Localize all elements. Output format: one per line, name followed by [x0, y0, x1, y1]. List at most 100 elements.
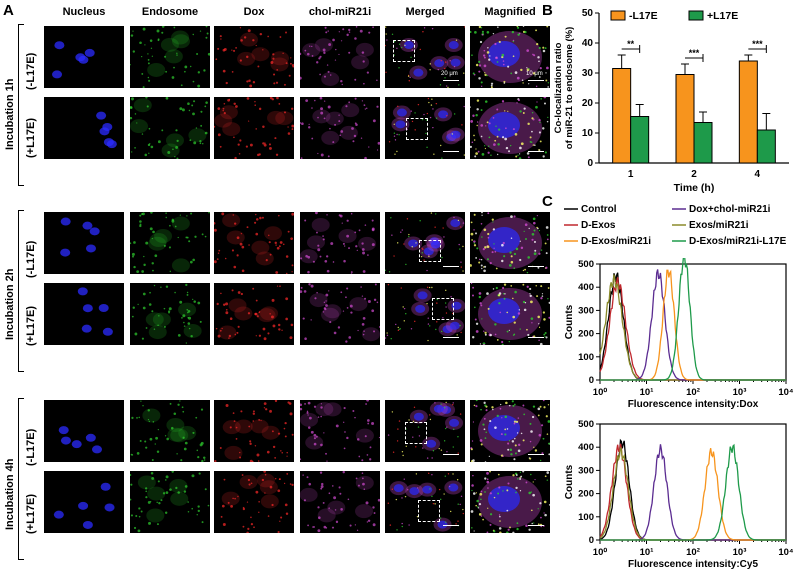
micrograph-endosome-3 — [130, 283, 210, 345]
column-header-nucleus: Nucleus — [62, 6, 106, 18]
scale-bar — [528, 266, 544, 267]
micrograph-nucleus-2 — [44, 212, 124, 274]
micrograph-endosome-4 — [130, 400, 210, 462]
c-ytick: 0 — [589, 375, 594, 386]
row-label-4h-plus: (+L17E) — [25, 493, 37, 534]
micrograph-mir-5 — [300, 471, 380, 533]
b-ytick: 40 — [582, 38, 594, 49]
micrograph-mag-4 — [470, 400, 550, 462]
c-ytick: 0 — [589, 535, 594, 546]
c-ytick: 500 — [578, 419, 594, 430]
c-legend-label: Dox+chol-miR21i — [689, 204, 771, 215]
micrograph-mir-4 — [300, 400, 380, 462]
b-ylabel: Co-localization ratioof miR-21 to endoso… — [553, 27, 575, 149]
c-ylabel: Counts — [564, 464, 575, 499]
b-xtick: 2 — [691, 169, 697, 180]
panel-letter-a: A — [3, 2, 14, 19]
legend-c: Control Dox+chol-miR21i D-Exos Exos/miR21i D… — [564, 204, 787, 247]
micrograph-endosome-2 — [130, 212, 210, 274]
b-legend-swatch — [688, 10, 704, 21]
c-xtick: 10⁰ — [593, 547, 608, 558]
b-ytick: 30 — [582, 68, 594, 79]
micrograph-mag-1 — [470, 97, 550, 159]
row-label-2h-plus: (+L17E) — [25, 305, 37, 346]
b-bar-minus — [675, 74, 695, 164]
micrograph-mag-2 — [470, 212, 550, 274]
c-ytick: 100 — [578, 352, 594, 363]
b-legend-label: +L17E — [707, 10, 738, 22]
c-xtick: 10⁴ — [778, 387, 794, 398]
micrograph-merged-3 — [385, 283, 465, 345]
c-ytick: 100 — [578, 512, 594, 523]
b-bar-minus — [738, 60, 758, 164]
b-xlabel: Time (h) — [674, 182, 715, 194]
b-sig-label: *** — [689, 48, 700, 58]
b-ytick: 20 — [582, 98, 594, 109]
scale-bar — [443, 80, 459, 81]
c-hist-line — [599, 277, 786, 381]
c-ytick: 300 — [578, 465, 594, 476]
micrograph-mir-2 — [300, 212, 380, 274]
scale-bar — [528, 337, 544, 338]
b-ytick: 0 — [587, 158, 593, 169]
b-legend-label: -L17E — [629, 10, 658, 22]
row-label-4h-minus: (-L17E) — [25, 428, 37, 466]
c-xtick: 10⁰ — [593, 387, 608, 398]
scale-bar-label: 10 μm — [526, 71, 543, 77]
b-xtick: 1 — [628, 169, 634, 180]
row-label-1h-plus: (+L17E) — [25, 117, 37, 158]
micrograph-dox-1 — [214, 97, 294, 159]
b-bar-plus — [630, 116, 650, 164]
column-header-endosome: Endosome — [141, 6, 199, 18]
micrograph-merged-0 — [385, 26, 465, 88]
c-xtick: 10³ — [733, 547, 747, 558]
roi-box — [406, 118, 428, 140]
column-header-magnified: Magnified — [484, 6, 536, 18]
micrograph-nucleus-4 — [44, 400, 124, 462]
scale-bar — [528, 80, 544, 81]
micrograph-mir-3 — [300, 283, 380, 345]
bar-chart-b: 0 10 20 30 40 50 Co-localization ratioof miR-2… — [553, 8, 789, 194]
column-header-merged: Merged — [405, 6, 445, 18]
c-xtick: 10¹ — [640, 547, 654, 558]
c-hist-line — [599, 443, 786, 541]
c-legend-label: Exos/miR21i — [689, 220, 749, 231]
histogram-cy5: 0 100 200 300 400 500 10⁰ 10¹ 10² 10³ 10⁴ Counts Flu… — [564, 419, 794, 570]
micrograph-merged-4 — [385, 400, 465, 462]
c-xtick: 10⁴ — [778, 547, 794, 558]
b-sig-label: *** — [752, 39, 763, 49]
micrograph-dox-0 — [214, 26, 294, 88]
micrograph-endosome-1 — [130, 97, 210, 159]
c-hist-line — [600, 269, 786, 381]
c-hist-line — [600, 258, 786, 381]
c-xtick: 10³ — [733, 387, 747, 398]
b-legend-swatch — [610, 10, 626, 21]
micrograph-dox-3 — [214, 283, 294, 345]
micrograph-nucleus-0 — [44, 26, 124, 88]
c-xlabel: Fluorescence intensity:Cy5 — [628, 559, 758, 570]
c-ytick: 500 — [578, 259, 594, 270]
micrograph-mag-5 — [470, 471, 550, 533]
micrograph-mir-1 — [300, 97, 380, 159]
roi-box — [418, 500, 440, 522]
scale-bar — [443, 525, 459, 526]
b-sig-label: ** — [627, 39, 635, 49]
roi-box — [432, 298, 454, 320]
micrograph-endosome-0 — [130, 26, 210, 88]
micrograph-dox-4 — [214, 400, 294, 462]
c-xtick: 10² — [686, 547, 700, 558]
c-ytick: 200 — [578, 489, 594, 500]
c-legend-label: D-Exos/miR21i — [581, 236, 651, 247]
c-ytick: 200 — [578, 329, 594, 340]
scale-bar-label: 20 μm — [441, 71, 458, 77]
group-label-1h: Incubation 1h — [4, 78, 16, 151]
micrograph-dox-5 — [214, 471, 294, 533]
group-label-2h: Incubation 2h — [4, 268, 16, 341]
micrograph-mag-0 — [470, 26, 550, 88]
c-hist-line — [600, 443, 786, 541]
micrograph-dox-2 — [214, 212, 294, 274]
c-ytick: 400 — [578, 442, 594, 453]
panel-letter-b: B — [542, 2, 553, 19]
scale-bar — [528, 151, 544, 152]
scale-bar — [528, 525, 544, 526]
